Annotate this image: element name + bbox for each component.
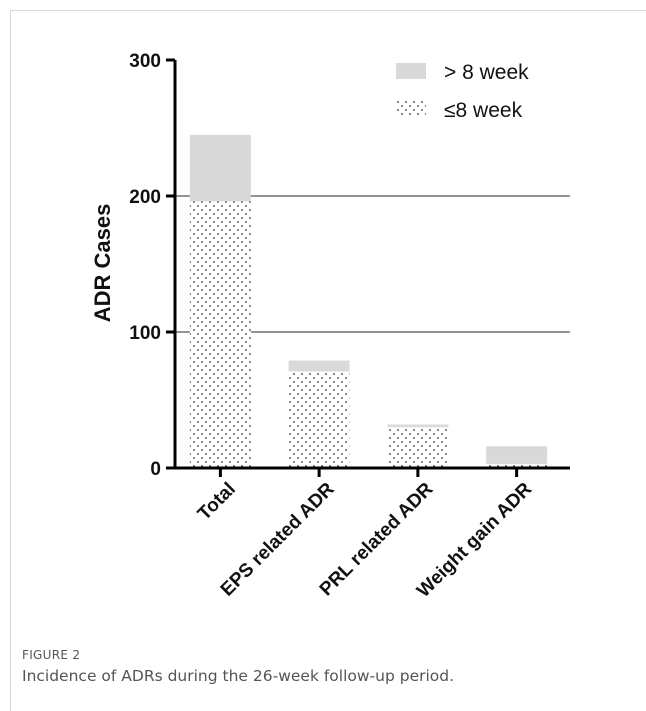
x-tick-label: Total <box>194 479 240 525</box>
y-tick-labels: 0 100 200 300 <box>129 51 161 480</box>
bar-le-8-week-3 <box>486 463 548 468</box>
legend: > 8 week ≤8 week <box>396 61 529 122</box>
legend-swatch <box>396 63 426 79</box>
y-tick-label: 300 <box>129 51 161 72</box>
bar-gt-8-week-2 <box>387 424 449 428</box>
legend-swatch <box>396 101 426 117</box>
bars <box>189 134 548 468</box>
bar-gt-8-week-0 <box>189 134 251 202</box>
legend-label: ≤8 week <box>444 99 523 122</box>
y-tick-label: 200 <box>129 187 161 208</box>
bar-le-8-week-0 <box>189 201 251 468</box>
figure-caption: Incidence of ADRs during the 26-week fol… <box>22 667 455 685</box>
y-axis-label: ADR Cases <box>90 204 115 323</box>
figure-label: FIGURE 2 <box>22 648 81 662</box>
figure-frame <box>10 10 646 711</box>
bar-gt-8-week-1 <box>288 360 350 372</box>
bar-le-8-week-1 <box>288 371 350 468</box>
y-tick-label: 100 <box>129 323 161 344</box>
legend-label: > 8 week <box>444 61 529 84</box>
bar-gt-8-week-3 <box>486 446 548 464</box>
bar-le-8-week-2 <box>387 427 449 468</box>
y-tick-label: 0 <box>150 459 161 480</box>
axes <box>166 58 570 477</box>
